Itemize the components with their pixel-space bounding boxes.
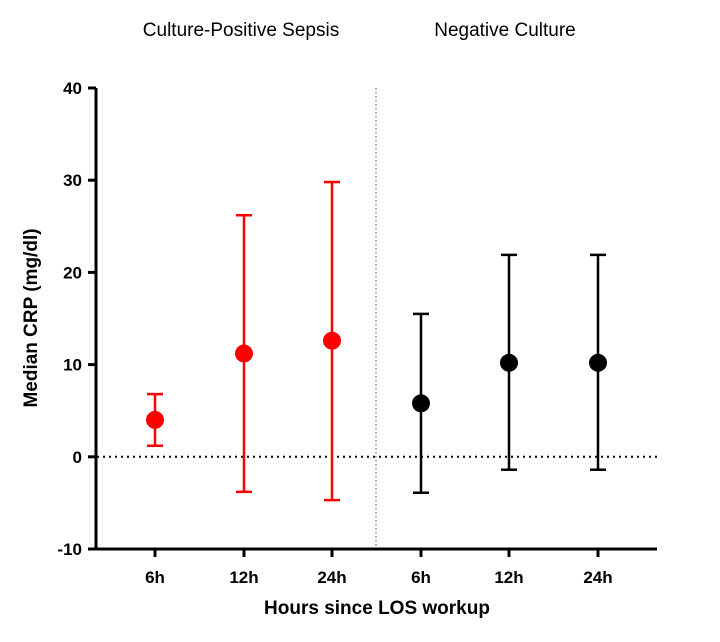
data-marks [146, 180, 607, 502]
y-tick-label: 30 [63, 171, 82, 190]
median-point [235, 344, 253, 363]
x-tick-label: 12h [494, 568, 523, 587]
median-point [146, 410, 164, 429]
y-ticks: -10 0 10 20 30 40 [57, 79, 96, 559]
y-tick-label: -10 [57, 540, 82, 559]
median-point [589, 353, 607, 372]
x-axis-title: Hours since LOS workup [264, 598, 490, 619]
y-tick-label: 0 [73, 448, 82, 467]
panel-title-negative-culture: Negative Culture [434, 20, 576, 41]
y-axis-title: Median CRP (mg/dl) [21, 228, 42, 407]
x-tick-label: 6h [411, 568, 431, 587]
panel-title-culture-positive: Culture-Positive Sepsis [143, 20, 339, 41]
y-tick-label: 40 [63, 79, 82, 98]
median-point [412, 394, 430, 413]
y-tick-label: 20 [63, 263, 82, 282]
x-tick-label: 24h [317, 568, 346, 587]
median-point [323, 331, 341, 350]
x-tick-label: 6h [145, 568, 165, 587]
y-tick-label: 10 [63, 356, 82, 375]
x-tick-label: 24h [583, 568, 612, 587]
x-ticks: 6h 12h 24h 6h 12h 24h [145, 549, 613, 587]
x-tick-label: 12h [229, 568, 258, 587]
median-point [500, 353, 518, 372]
